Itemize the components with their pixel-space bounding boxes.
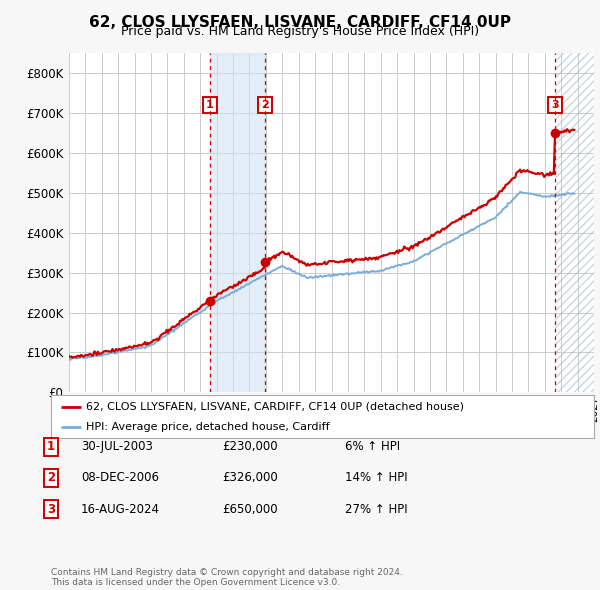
Text: 3: 3 bbox=[47, 503, 55, 516]
Text: 2: 2 bbox=[47, 471, 55, 484]
Text: 62, CLOS LLYSFAEN, LISVANE, CARDIFF, CF14 0UP (detached house): 62, CLOS LLYSFAEN, LISVANE, CARDIFF, CF1… bbox=[86, 402, 464, 412]
Text: 3: 3 bbox=[551, 100, 559, 110]
Text: 30-JUL-2003: 30-JUL-2003 bbox=[81, 440, 153, 453]
Text: £230,000: £230,000 bbox=[222, 440, 278, 453]
Text: 08-DEC-2006: 08-DEC-2006 bbox=[81, 471, 159, 484]
Text: 6% ↑ HPI: 6% ↑ HPI bbox=[345, 440, 400, 453]
Text: £650,000: £650,000 bbox=[222, 503, 278, 516]
Text: 27% ↑ HPI: 27% ↑ HPI bbox=[345, 503, 407, 516]
Text: 1: 1 bbox=[47, 440, 55, 453]
Text: 14% ↑ HPI: 14% ↑ HPI bbox=[345, 471, 407, 484]
Text: 62, CLOS LLYSFAEN, LISVANE, CARDIFF, CF14 0UP: 62, CLOS LLYSFAEN, LISVANE, CARDIFF, CF1… bbox=[89, 15, 511, 30]
Text: Contains HM Land Registry data © Crown copyright and database right 2024.
This d: Contains HM Land Registry data © Crown c… bbox=[51, 568, 403, 587]
Text: Price paid vs. HM Land Registry's House Price Index (HPI): Price paid vs. HM Land Registry's House … bbox=[121, 25, 479, 38]
Bar bbox=[210, 53, 265, 392]
Text: HPI: Average price, detached house, Cardiff: HPI: Average price, detached house, Card… bbox=[86, 422, 330, 432]
Text: £326,000: £326,000 bbox=[222, 471, 278, 484]
Bar bbox=[555, 53, 594, 392]
Bar bbox=[555, 53, 594, 392]
Text: 1: 1 bbox=[206, 100, 214, 110]
Text: 2: 2 bbox=[261, 100, 269, 110]
Text: 16-AUG-2024: 16-AUG-2024 bbox=[81, 503, 160, 516]
